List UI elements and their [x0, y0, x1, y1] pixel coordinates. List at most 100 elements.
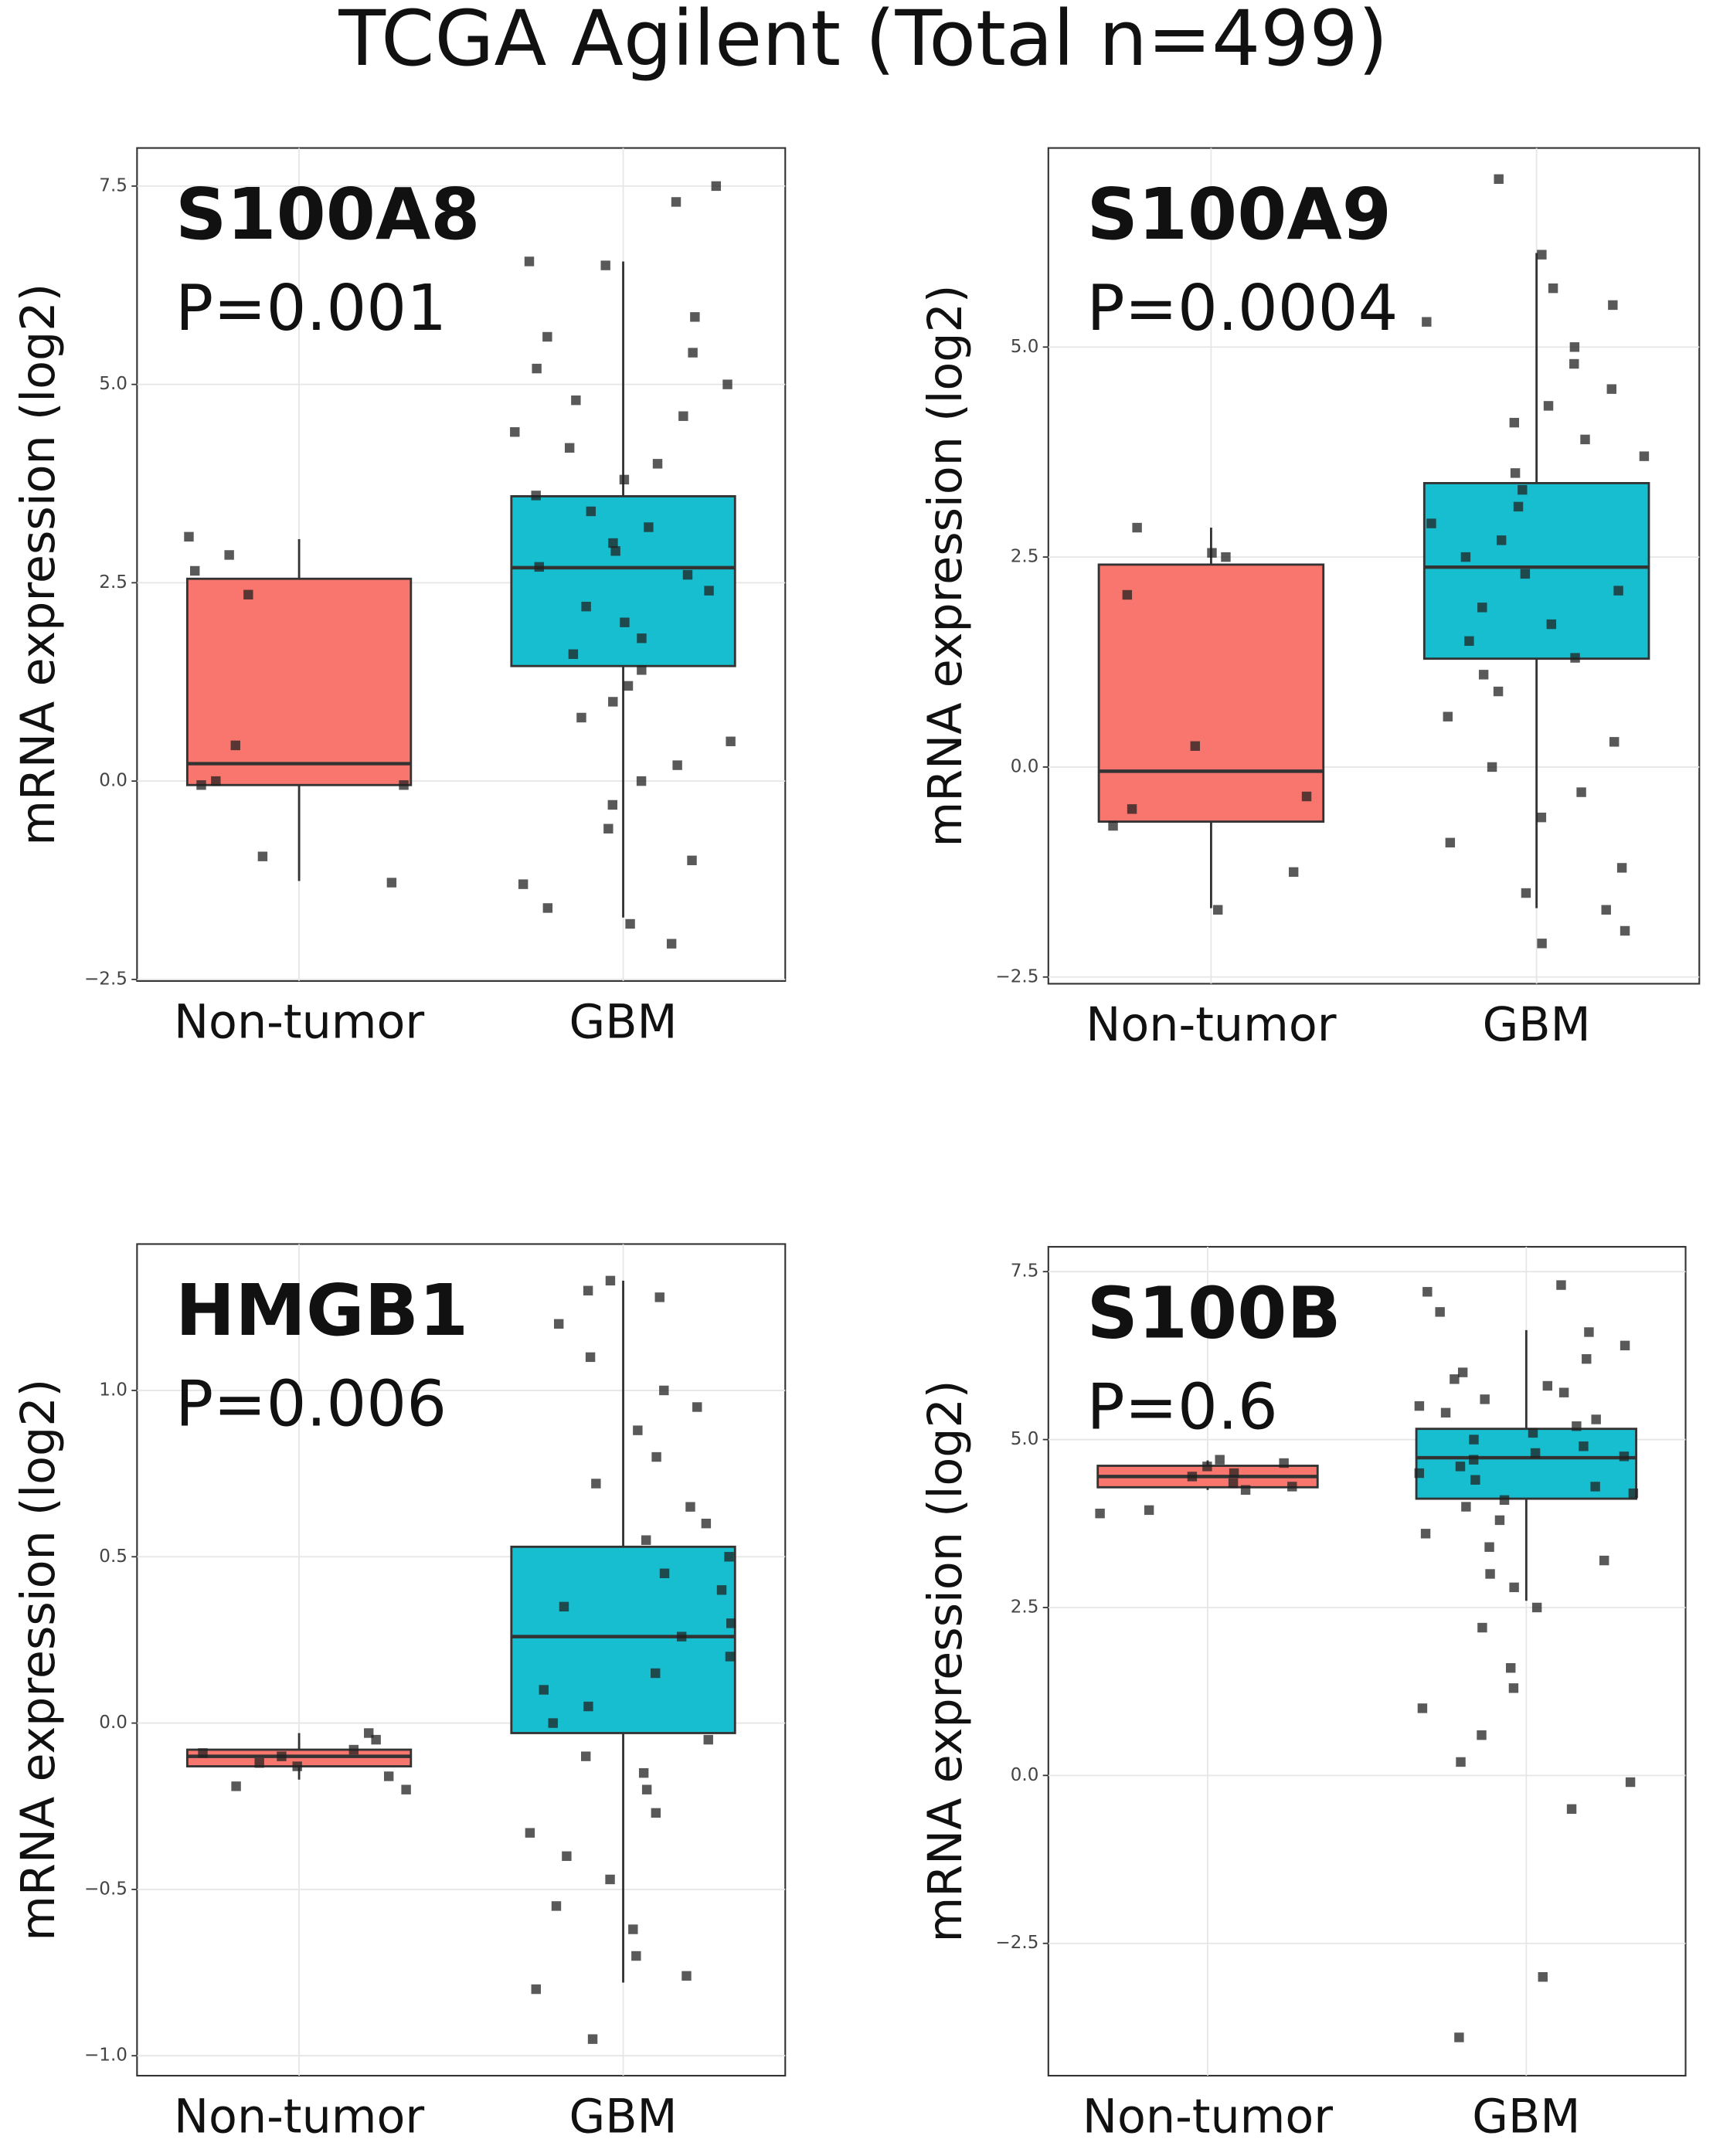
data-point — [591, 1479, 601, 1489]
data-point — [562, 1851, 572, 1862]
data-point — [1580, 434, 1590, 445]
data-point — [651, 1668, 661, 1679]
data-point — [603, 823, 613, 834]
data-point — [224, 550, 234, 560]
data-point — [607, 800, 618, 810]
data-point — [1132, 522, 1142, 533]
y-tick-label: −2.5 — [84, 969, 127, 989]
data-point — [231, 1781, 241, 1791]
data-point — [583, 1701, 593, 1712]
plot-background — [1047, 1245, 1687, 2077]
x-tick-label: Non-tumor — [1086, 998, 1336, 1052]
data-point — [1609, 737, 1620, 747]
data-point — [386, 878, 397, 888]
data-point — [1518, 484, 1528, 495]
data-point — [1542, 1380, 1553, 1391]
y-tick-label: −1.0 — [84, 2046, 127, 2066]
y-tick-label: 5.0 — [99, 374, 127, 394]
data-point — [1537, 939, 1547, 949]
data-point — [1538, 1972, 1548, 1982]
p-value: P=0.001 — [175, 272, 447, 345]
data-point — [1229, 1468, 1239, 1479]
data-point — [1558, 1387, 1569, 1397]
y-tick-label: 0.5 — [99, 1547, 127, 1567]
data-point — [1470, 1475, 1480, 1485]
data-point — [623, 681, 634, 691]
data-point — [608, 697, 618, 707]
data-point — [277, 1751, 287, 1761]
y-tick-label: 0.0 — [1011, 756, 1039, 776]
data-point — [532, 363, 542, 374]
data-point — [671, 197, 681, 207]
x-tick-label: GBM — [1483, 998, 1591, 1052]
data-point — [1212, 905, 1223, 915]
data-point — [687, 855, 697, 866]
y-tick-label: −2.5 — [995, 966, 1038, 986]
data-point — [542, 903, 553, 913]
data-point — [641, 1784, 652, 1794]
y-tick-label: −2.5 — [995, 1933, 1038, 1953]
data-point — [383, 1771, 394, 1781]
box — [1097, 563, 1325, 823]
data-point — [1477, 1622, 1487, 1633]
data-point — [726, 1618, 736, 1628]
data-point — [1414, 1468, 1425, 1479]
box — [1415, 1428, 1638, 1500]
data-point — [1477, 1730, 1487, 1740]
data-point — [633, 1425, 643, 1435]
data-point — [685, 1502, 695, 1512]
data-point — [619, 474, 630, 485]
data-point — [1187, 1472, 1198, 1482]
data-point — [1469, 1435, 1479, 1445]
data-point — [722, 379, 732, 389]
x-tick-label: Non-tumor — [174, 995, 424, 1049]
data-point — [576, 712, 586, 723]
data-point — [531, 491, 541, 501]
data-point — [257, 851, 268, 861]
y-axis-label: mRNA expression (log2) — [919, 1380, 973, 1943]
data-point — [364, 1728, 374, 1738]
y-tick-label: 2.5 — [99, 572, 127, 592]
data-point — [1546, 619, 1557, 630]
data-point — [1606, 384, 1616, 394]
panel-title: S100A9 — [1086, 172, 1391, 256]
data-point — [1202, 1462, 1212, 1472]
data-point — [1440, 1407, 1451, 1418]
data-point — [1536, 812, 1547, 823]
data-point — [692, 1402, 702, 1412]
data-point — [1445, 837, 1456, 848]
data-point — [1108, 820, 1118, 831]
p-value: P=0.6 — [1086, 1370, 1277, 1444]
data-point — [1625, 1777, 1636, 1788]
data-point — [1548, 283, 1558, 294]
data-point — [1455, 1462, 1466, 1472]
main-title: TCGA Agilent (Total n=499) — [338, 0, 1388, 83]
data-point — [724, 1552, 734, 1562]
x-tick-label: Non-tumor — [174, 2090, 424, 2144]
data-point — [292, 1761, 302, 1771]
data-point — [1521, 888, 1531, 898]
data-point — [701, 1518, 712, 1529]
data-point — [1127, 804, 1137, 814]
data-point — [636, 776, 647, 786]
data-point — [1478, 670, 1489, 680]
y-tick-label: 0.0 — [99, 771, 127, 791]
data-point — [1569, 342, 1580, 352]
data-point — [571, 395, 581, 406]
data-point — [1287, 1482, 1297, 1492]
data-point — [1207, 548, 1217, 558]
data-point — [371, 1734, 381, 1745]
data-point — [1513, 501, 1524, 512]
data-point — [1628, 1488, 1639, 1499]
data-point — [1454, 2032, 1464, 2042]
data-point — [1468, 1455, 1479, 1465]
data-point — [1443, 711, 1453, 721]
y-tick-label: 0.0 — [99, 1713, 127, 1733]
data-point — [1426, 518, 1436, 528]
panel-title: S100A8 — [175, 172, 480, 256]
data-point — [625, 918, 635, 929]
data-point — [1509, 417, 1520, 428]
data-point — [1477, 603, 1487, 613]
y-tick-label: 5.0 — [1011, 1429, 1039, 1449]
